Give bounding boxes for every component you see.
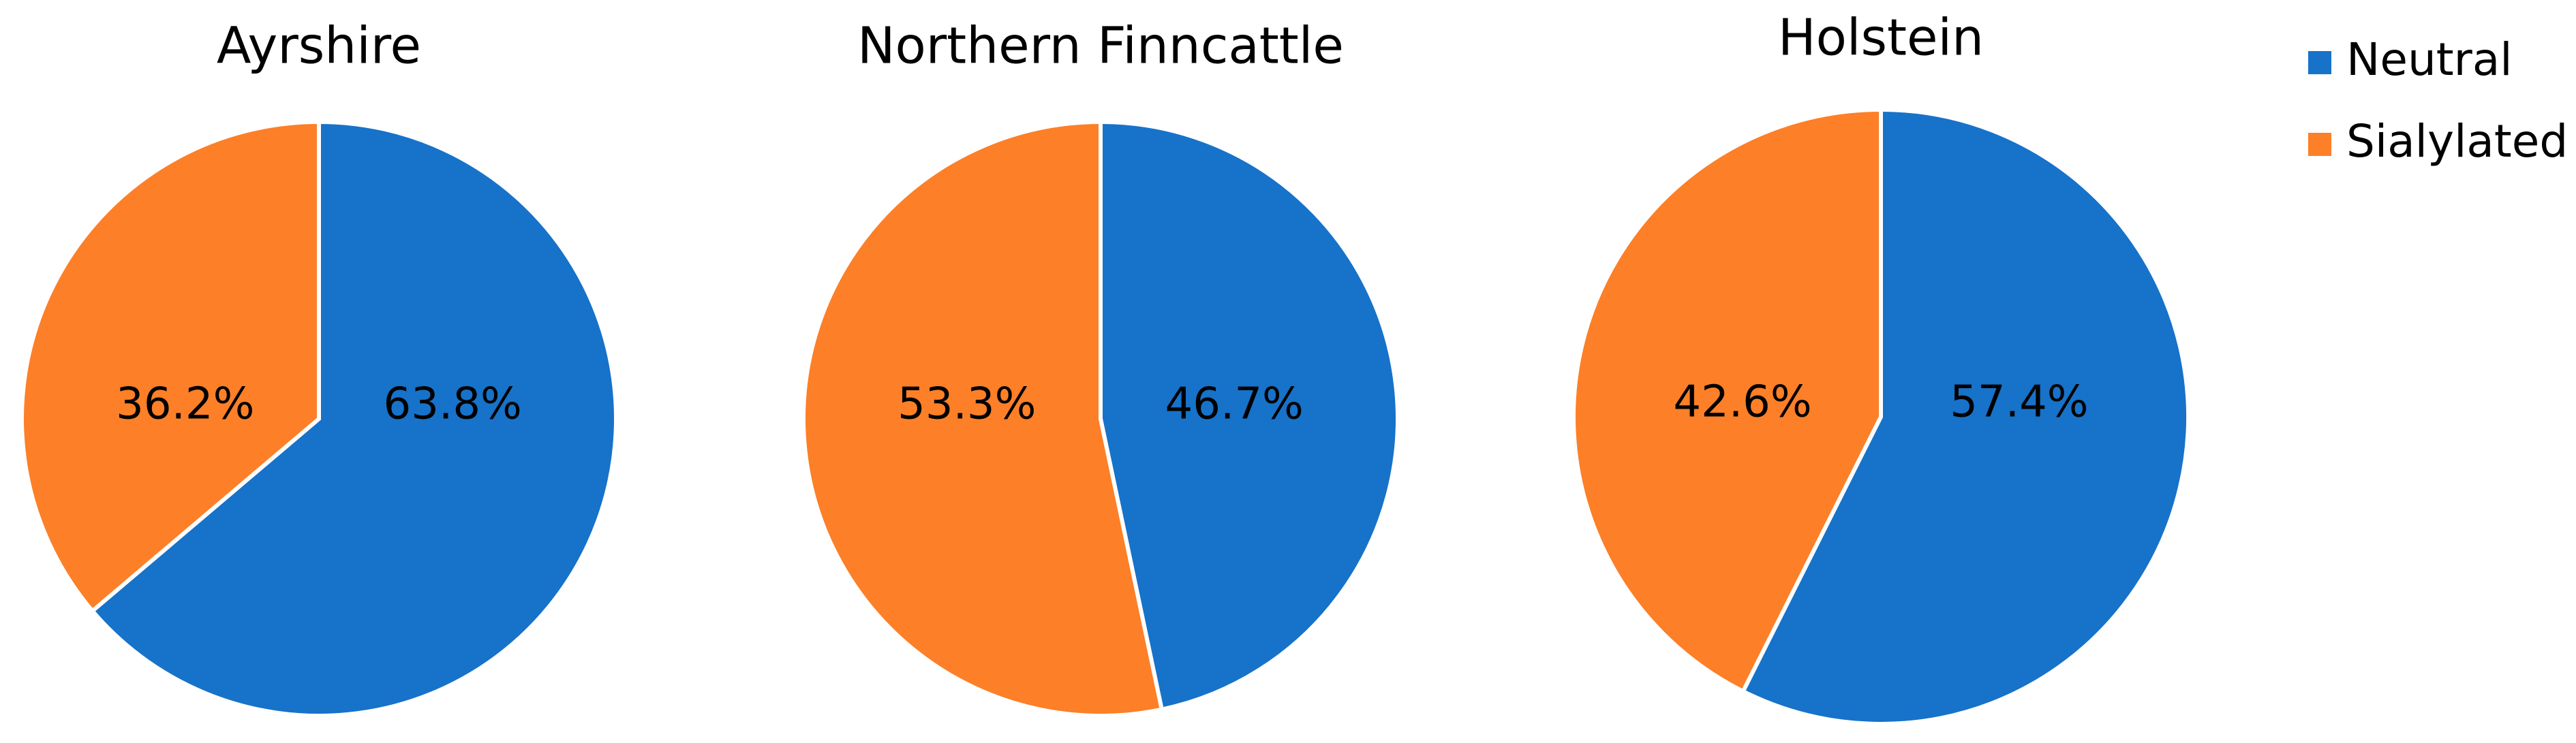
chart-title: Ayrshire (217, 17, 421, 76)
chart-title: Northern Finncattle (857, 17, 1344, 76)
data-label: 53.3% (898, 379, 1036, 430)
legend-label: Neutral (2346, 33, 2513, 86)
legend-swatch (2308, 51, 2331, 74)
pie-slice (20, 119, 321, 614)
data-label: 46.7% (1165, 379, 1304, 430)
chart-title: Holstein (1778, 9, 1984, 67)
pie-slice (89, 119, 618, 718)
data-label: 63.8% (384, 379, 522, 430)
legend-swatch (2308, 133, 2331, 156)
pie-slice (1099, 119, 1400, 712)
pie-slice (1571, 107, 1883, 695)
pie-slice (801, 119, 1165, 718)
data-label: 36.2% (116, 379, 254, 430)
data-label: 57.4% (1950, 377, 2088, 428)
pie-slice (1740, 107, 2191, 726)
data-label: 42.6% (1673, 377, 1811, 428)
legend-label: Sialylated (2346, 115, 2568, 168)
